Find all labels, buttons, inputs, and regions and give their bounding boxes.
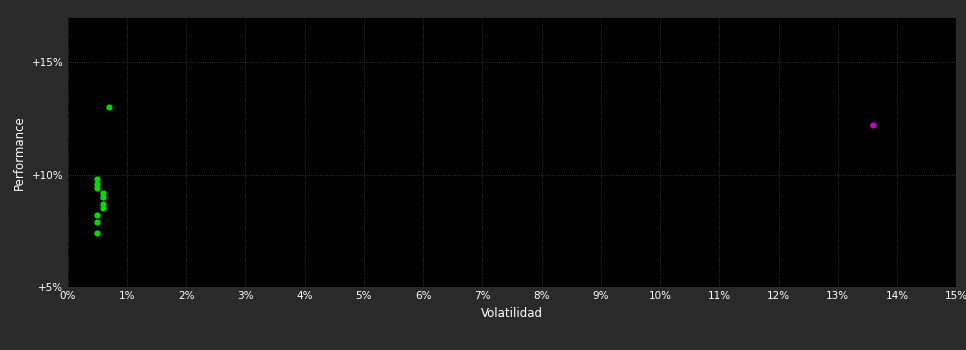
Point [96, 205, 111, 211]
Point [90, 212, 105, 218]
Point [90, 186, 105, 191]
X-axis label: Volatilidad: Volatilidad [481, 307, 543, 320]
Point [96, 194, 111, 200]
Point [90, 230, 105, 236]
Point [96, 201, 111, 207]
Y-axis label: Performance: Performance [14, 115, 26, 190]
Point [90, 219, 105, 225]
Point [90, 176, 105, 182]
Point [866, 122, 881, 128]
Point [90, 181, 105, 187]
Point [96, 190, 111, 196]
Point [101, 105, 117, 110]
